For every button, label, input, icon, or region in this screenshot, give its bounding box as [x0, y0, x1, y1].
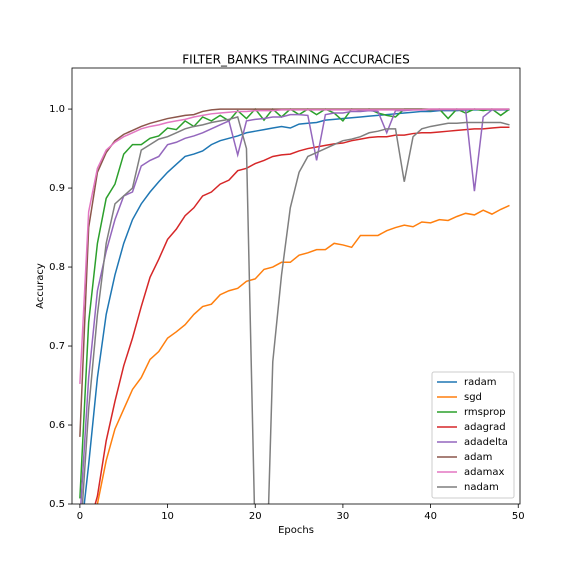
- series-line: [83, 109, 510, 504]
- y-axis-label: Accuracy: [35, 263, 46, 309]
- legend-box: [431, 371, 515, 499]
- x-axis-label: Epochs: [278, 525, 314, 536]
- x-tick-label: 10: [161, 511, 174, 522]
- y-tick-label: 1.0: [49, 104, 65, 115]
- legend-label: sgd: [464, 392, 482, 403]
- series-line: [81, 116, 510, 504]
- axes-frame: [71, 67, 521, 505]
- series-line: [79, 108, 510, 384]
- x-tick-label: 20: [249, 511, 262, 522]
- legend-label: adagrad: [464, 422, 506, 433]
- y-tick-label: 0.9: [49, 183, 65, 194]
- x-tick-label: 50: [512, 511, 525, 522]
- legend-label: rmsprop: [464, 407, 506, 418]
- y-tick-label: 0.6: [49, 420, 65, 431]
- legend-label: radam: [464, 377, 496, 388]
- y-tick-label: 0.8: [49, 262, 65, 273]
- x-tick-label: 30: [337, 511, 350, 522]
- legend-label: adadelta: [464, 437, 508, 448]
- x-tick-label: 40: [424, 511, 437, 522]
- x-tick-label: 0: [77, 511, 83, 522]
- legend-label: adam: [464, 452, 492, 463]
- y-tick-label: 0.5: [49, 499, 65, 510]
- y-tick-label: 0.7: [49, 341, 65, 352]
- series-line: [96, 204, 510, 504]
- chart-title: FILTER_BANKS TRAINING ACCURACIES: [182, 53, 409, 67]
- legend-label: nadam: [464, 482, 499, 493]
- plot-lines: [79, 107, 510, 504]
- legend-label: adamax: [464, 467, 504, 478]
- series-line: [94, 126, 510, 504]
- series-line: [80, 108, 510, 504]
